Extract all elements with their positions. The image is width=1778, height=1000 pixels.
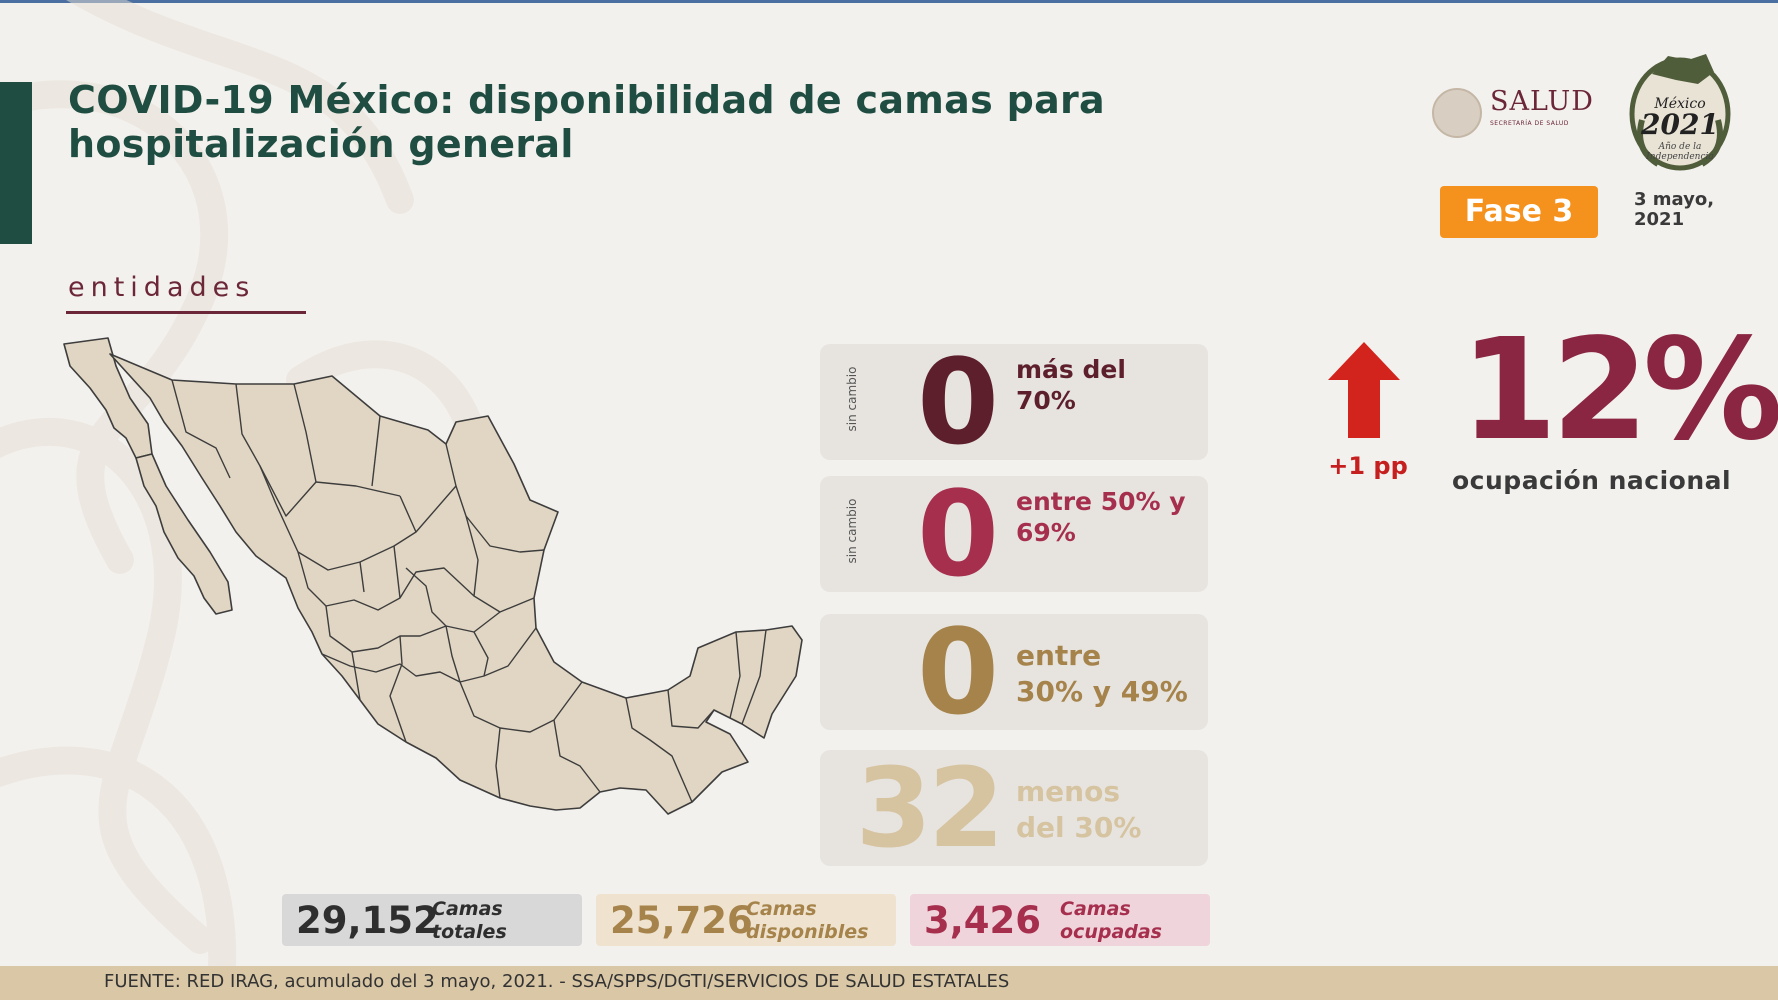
category-label: entre 50% y 69%: [1016, 486, 1186, 548]
source-text: FUENTE: RED IRAG, acumulado del 3 mayo, …: [104, 971, 1010, 992]
map-baja-california-sur: [135, 453, 233, 615]
category-count: 0: [916, 465, 1000, 603]
report-date: 3 mayo, 2021: [1634, 190, 1734, 230]
category-panel-over-70: sin cambio 0 más del 70%: [820, 333, 1208, 471]
report-date-line-2: 2021: [1634, 209, 1685, 230]
title-line-2: hospitalización general: [68, 122, 574, 166]
category-label-line-1: entre 50% y: [1016, 487, 1186, 516]
available-beds-value: 25,726: [610, 899, 753, 942]
map-baja-california: [63, 337, 153, 459]
change-label: sin cambio: [845, 498, 859, 564]
salud-logo: SALUD SECRETARÍA DE SALUD: [1432, 84, 1602, 140]
national-seal-icon: [1432, 88, 1482, 138]
category-panel-50-69: sin cambio 0 entre 50% y 69%: [820, 465, 1208, 603]
category-label-line-2: 69%: [1016, 518, 1076, 547]
emblem-year: 2021: [1641, 108, 1719, 141]
category-label: entre 30% y 49%: [1016, 638, 1188, 710]
emblem-country: México: [1654, 96, 1706, 112]
source-footer: FUENTE: RED IRAG, acumulado del 3 mayo, …: [0, 966, 1778, 1000]
national-occupancy-label: ocupación nacional: [1452, 466, 1732, 495]
page-title: COVID-19 México: disponibilidad de camas…: [68, 78, 1105, 166]
phase-badge: Fase 3: [1440, 186, 1598, 238]
report-date-line-1: 3 mayo,: [1634, 189, 1715, 210]
category-label-line-1: entre: [1016, 639, 1102, 672]
title-line-1: COVID-19 México: disponibilidad de camas…: [68, 78, 1105, 122]
serpent-emblem-icon: [1629, 54, 1731, 171]
emblem-motto: Año de la Independencia: [1646, 142, 1714, 162]
category-label-line-1: más del: [1016, 355, 1126, 384]
salud-logo-text: SALUD: [1490, 86, 1594, 117]
occupied-beds-value: 3,426: [924, 899, 1042, 942]
available-beds-label-line-2: disponibles: [746, 921, 869, 943]
category-label-line-2: del 30%: [1016, 811, 1142, 844]
category-count: 0: [916, 603, 1000, 741]
available-beds-label-line-1: Camas: [746, 898, 817, 920]
section-label: entidades: [68, 272, 256, 303]
section-underline: [66, 311, 306, 314]
mexico-map: [63, 337, 803, 815]
change-label: sin cambio: [845, 366, 859, 432]
total-beds-label-line-2: totales: [432, 921, 507, 943]
category-panel-under-30: 32 menos del 30%: [820, 750, 1208, 866]
salud-logo-subtext: SECRETARÍA DE SALUD: [1490, 120, 1569, 127]
category-label: menos del 30%: [1016, 774, 1141, 846]
category-count: 32: [855, 744, 1004, 872]
category-panel-30-49: 0 entre 30% y 49%: [820, 603, 1208, 741]
total-beds-value: 29,152: [296, 899, 439, 942]
occupied-beds-label-line-2: ocupadas: [1060, 921, 1162, 943]
top-border: [0, 0, 1778, 3]
occupied-beds-box: 3,426 Camas ocupadas: [910, 894, 1210, 946]
up-arrow-icon: [1328, 342, 1400, 438]
category-label-line-1: menos: [1016, 775, 1121, 808]
available-beds-box: 25,726 Camas disponibles: [596, 894, 896, 946]
occupancy-change: +1 pp: [1328, 452, 1408, 480]
occupied-beds-label-line-1: Camas: [1060, 898, 1131, 920]
total-beds-box: 29,152 Camas totales: [282, 894, 582, 946]
available-beds-label: Camas disponibles: [746, 898, 868, 944]
national-occupancy-value: 12%: [1460, 309, 1778, 472]
total-beds-label-line-1: Camas: [432, 898, 503, 920]
category-label-line-2: 70%: [1016, 386, 1076, 415]
occupied-beds-label: Camas ocupadas: [1060, 898, 1162, 944]
category-label-line-2: 30% y 49%: [1016, 675, 1188, 708]
category-count: 0: [916, 333, 1000, 471]
category-label: más del 70%: [1016, 354, 1126, 416]
total-beds-label: Camas totales: [432, 898, 507, 944]
mexico-2021-emblem: México 2021 Año de la Independencia: [1628, 50, 1732, 172]
title-accent-bar: [0, 82, 32, 244]
